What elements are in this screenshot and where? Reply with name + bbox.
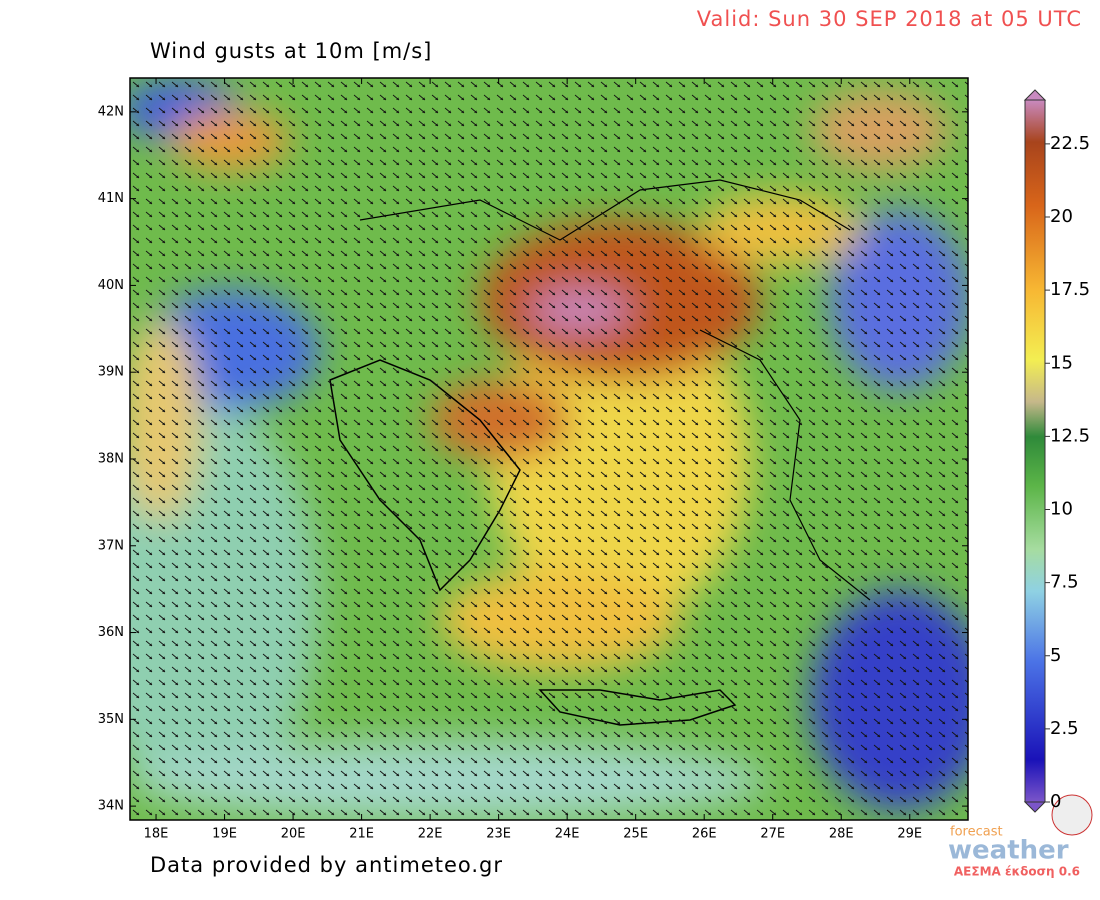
map-frame (129, 77, 969, 821)
x-tick-label: 28E (829, 827, 854, 842)
y-tick-label: 35N (98, 712, 124, 727)
x-tick-label: 26E (692, 827, 717, 842)
valid-time: Valid: Sun 30 SEP 2018 at 05 UTC (697, 7, 1082, 31)
colorbar-label: 0 (1050, 791, 1061, 812)
logo-big: weather (948, 836, 1069, 866)
colorbar-label: 2.5 (1050, 718, 1079, 739)
colorbar-label: 7.5 (1050, 572, 1079, 593)
footer: Data provided by antimeteo.gr (150, 853, 503, 877)
wind-field (130, 78, 968, 820)
colorbar-label: 10 (1050, 499, 1073, 520)
x-tick-label: 21E (349, 827, 374, 842)
colorbar-top (1023, 89, 1047, 101)
x-tick-label: 24E (555, 827, 580, 842)
logo-caption: ΑΕΣΜΑ έκδοση 0.6 (954, 865, 1080, 879)
colorbar-bottom (1023, 801, 1047, 813)
y-tick-label: 37N (98, 538, 124, 553)
y-tick-label: 38N (98, 451, 124, 466)
map-title: Wind gusts at 10m [m/s] (150, 39, 432, 63)
x-tick-label: 25E (623, 827, 648, 842)
colorbar-label: 15 (1050, 352, 1073, 373)
x-tick-label: 23E (486, 827, 511, 842)
y-tick-label: 40N (98, 278, 124, 293)
y-tick-label: 41N (98, 191, 124, 206)
x-tick-label: 29E (897, 827, 922, 842)
colorbar-label: 22.5 (1050, 133, 1090, 154)
y-tick-label: 36N (98, 625, 124, 640)
logo-badge (1051, 794, 1093, 836)
x-tick-label: 27E (760, 827, 785, 842)
x-tick-label: 19E (212, 827, 237, 842)
colorbar (1024, 99, 1046, 803)
y-tick-label: 42N (98, 104, 124, 119)
x-tick-label: 22E (418, 827, 443, 842)
x-tick-label: 18E (144, 827, 169, 842)
colorbar-label: 5 (1050, 645, 1061, 666)
logo-small: forecast (950, 825, 1003, 840)
y-tick-label: 34N (98, 799, 124, 814)
colorbar-label: 20 (1050, 206, 1073, 227)
x-tick-label: 20E (281, 827, 306, 842)
y-tick-label: 39N (98, 365, 124, 380)
colorbar-label: 12.5 (1050, 425, 1090, 446)
colorbar-label: 17.5 (1050, 279, 1090, 300)
